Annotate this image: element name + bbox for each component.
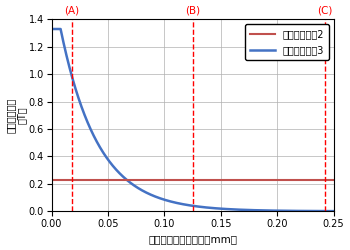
アルゴリズム3 — [326, 210, 330, 212]
Legend: アルゴリズム2, アルゴリズム3: アルゴリズム2, アルゴリズム3 — [245, 24, 329, 60]
Line: アルゴリズム3: アルゴリズム3 — [51, 29, 334, 211]
Text: (C): (C) — [317, 6, 332, 16]
Y-axis label: 磁流密度振幅
（T）: 磁流密度振幅 （T） — [6, 98, 27, 133]
アルゴリズム3 — [296, 210, 300, 212]
X-axis label: 鈴板表面からの距離（mm）: 鈴板表面からの距離（mm） — [148, 234, 237, 244]
アルゴリズム3 — [331, 210, 336, 212]
アルゴリズム3 — [82, 111, 86, 114]
Text: (A): (A) — [64, 6, 79, 16]
Text: (B): (B) — [185, 6, 200, 16]
アルゴリズム3 — [158, 197, 162, 200]
アルゴリズム3 — [170, 200, 174, 203]
アルゴリズム3 — [98, 147, 103, 150]
アルゴリズム3 — [49, 28, 54, 30]
